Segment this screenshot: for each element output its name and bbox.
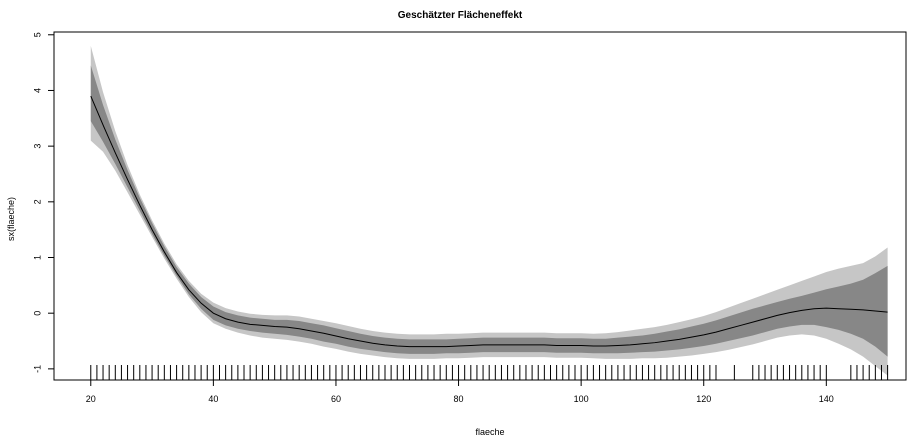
y-tick-label: 5 (32, 32, 42, 37)
x-tick-label: 120 (696, 394, 711, 404)
y-tick-label: 3 (32, 144, 42, 149)
y-tick-label: -1 (32, 365, 42, 373)
x-tick-label: 40 (208, 394, 218, 404)
estimate-line (90, 95, 888, 348)
y-axis: -1 0 1 2 3 4 5 (32, 32, 54, 373)
x-tick-label: 20 (86, 394, 96, 404)
x-tick-label: 80 (454, 394, 464, 404)
rug-ticks (90, 365, 889, 380)
x-tick-label: 140 (819, 394, 834, 404)
y-tick-label: 2 (32, 199, 42, 204)
y-tick-label: 4 (32, 88, 42, 93)
x-tick-label: 100 (574, 394, 589, 404)
y-axis-label: sx(flaeche) (6, 197, 16, 241)
y-tick-label: 1 (32, 255, 42, 260)
x-axis-label: flaeche (475, 427, 504, 437)
chart-title: Geschätzter Flächeneffekt (398, 10, 523, 21)
x-axis: 20 40 60 80 100 120 140 (86, 380, 834, 404)
x-tick-label: 60 (331, 394, 341, 404)
plot-frame (53, 31, 907, 381)
y-tick-label: 0 (32, 311, 42, 316)
confidence-band-80 (90, 65, 888, 357)
